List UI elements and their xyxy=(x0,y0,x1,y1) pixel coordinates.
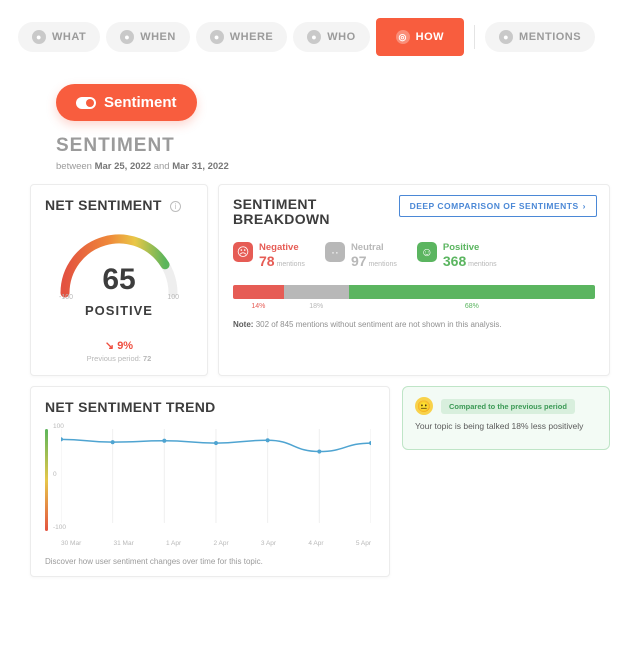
sent-name: Negative xyxy=(259,242,305,253)
chevron-right-icon: › xyxy=(583,201,586,211)
date-mid: and xyxy=(154,161,170,172)
target-icon: ◎ xyxy=(396,30,410,44)
neutral-face-icon: ·· xyxy=(325,242,345,262)
insight-text: Your topic is being talked 18% less posi… xyxy=(415,421,597,431)
x-tick: 1 Apr xyxy=(166,540,181,547)
date-from: Mar 25, 2022 xyxy=(95,161,152,172)
gauge-value: 65 xyxy=(45,263,193,297)
x-tick: 31 Mar xyxy=(114,540,134,547)
arrow-down-icon: ↘ xyxy=(105,340,114,352)
date-to: Mar 31, 2022 xyxy=(172,161,229,172)
stacked-bar-labels: 14%18%68% xyxy=(233,303,595,310)
date-range: between Mar 25, 2022 and Mar 31, 2022 xyxy=(56,161,640,172)
info-icon[interactable]: i xyxy=(170,201,181,212)
bar-segment xyxy=(284,285,349,299)
compass-icon: ● xyxy=(210,30,224,44)
sent-sub: mentions xyxy=(367,261,397,268)
pill-label: Sentiment xyxy=(104,94,177,111)
tab-label: MENTIONS xyxy=(519,31,581,43)
tab-what[interactable]: ● WHAT xyxy=(18,22,100,52)
trend-card: NET SENTIMENT TREND 100 0 -100 30 Mar31 … xyxy=(30,386,390,577)
tab-label: WHEN xyxy=(140,31,176,43)
sentiment-negative: ☹ Negative78 mentions xyxy=(233,242,305,271)
sentiment-neutral: ·· Neutral97 mentions xyxy=(325,242,397,271)
y-tick: -100 xyxy=(53,524,66,531)
sent-count: 97 xyxy=(351,253,367,269)
sent-name: Positive xyxy=(443,242,497,253)
tab-how[interactable]: ◎ HOW xyxy=(376,18,464,56)
sent-name: Neutral xyxy=(351,242,397,253)
negative-face-icon: ☹ xyxy=(233,242,253,262)
bar-segment-label: 14% xyxy=(233,303,284,310)
change-value: ↘ 9% xyxy=(45,339,193,352)
insight-callout: 😐 Compared to the previous period Your t… xyxy=(402,386,610,450)
sent-count: 78 xyxy=(259,253,275,269)
page-title: SENTIMENT xyxy=(56,135,640,157)
bar-segment-label: 68% xyxy=(349,303,595,310)
date-prefix: between xyxy=(56,161,92,172)
tab-mentions[interactable]: ● MENTIONS xyxy=(485,22,595,52)
question-icon: ● xyxy=(32,30,46,44)
x-tick: 3 Apr xyxy=(261,540,276,547)
sent-sub: mentions xyxy=(275,261,305,268)
sentiment-positive: ☺ Positive368 mentions xyxy=(417,242,497,271)
net-sentiment-card: NET SENTIMENT i 65 -100 100 POSITIVE ↘ 9… xyxy=(30,184,208,376)
positive-face-icon: ☺ xyxy=(417,242,437,262)
tab-where[interactable]: ● WHERE xyxy=(196,22,287,52)
net-title: NET SENTIMENT xyxy=(45,197,162,213)
clock-icon: ● xyxy=(120,30,134,44)
sentiment-counts: ☹ Negative78 mentions ·· Neutral97 mentions… xyxy=(233,242,595,271)
deep-comparison-button[interactable]: DEEP COMPARISON OF SENTIMENTS › xyxy=(399,195,597,217)
trend-chart: 100 0 -100 30 Mar31 Mar1 Apr2 Apr3 Apr4 … xyxy=(45,423,375,553)
tabs-bar: ● WHAT ● WHEN ● WHERE ● WHO ◎ HOW ● MENTIONS xyxy=(0,0,640,66)
note: Note: 302 of 845 mentions without sentim… xyxy=(233,320,595,329)
sent-count: 368 xyxy=(443,253,466,269)
tab-divider xyxy=(474,25,475,49)
sent-sub: mentions xyxy=(466,261,496,268)
trend-footer: Discover how user sentiment changes over… xyxy=(45,557,375,566)
bar-segment xyxy=(349,285,595,299)
stacked-bar xyxy=(233,285,595,299)
breakdown-card: SENTIMENT BREAKDOWN DEEP COMPARISON OF S… xyxy=(218,184,610,376)
bar-segment-label: 18% xyxy=(284,303,349,310)
gauge: 65 -100 100 POSITIVE xyxy=(45,221,193,331)
x-tick: 5 Apr xyxy=(356,540,371,547)
trend-y-gradient xyxy=(45,429,48,531)
tab-label: HOW xyxy=(416,31,444,43)
neutral-face-icon: 😐 xyxy=(415,397,433,415)
sentiment-pill[interactable]: Sentiment xyxy=(56,84,197,121)
gauge-label: POSITIVE xyxy=(45,303,193,318)
x-tick: 2 Apr xyxy=(213,540,228,547)
hash-icon: ● xyxy=(499,30,513,44)
y-tick: 0 xyxy=(53,471,57,478)
tab-label: WHERE xyxy=(230,31,273,43)
person-icon: ● xyxy=(307,30,321,44)
x-tick: 30 Mar xyxy=(61,540,81,547)
previous-period: Previous period: 72 xyxy=(45,354,193,363)
trend-title: NET SENTIMENT TREND xyxy=(45,399,375,415)
tab-label: WHO xyxy=(327,31,355,43)
bar-segment xyxy=(233,285,284,299)
tab-who[interactable]: ● WHO xyxy=(293,22,369,52)
pill-icon xyxy=(76,97,96,109)
x-tick: 4 Apr xyxy=(308,540,323,547)
insight-chip: Compared to the previous period xyxy=(441,399,575,414)
tab-when[interactable]: ● WHEN xyxy=(106,22,190,52)
tab-label: WHAT xyxy=(52,31,86,43)
